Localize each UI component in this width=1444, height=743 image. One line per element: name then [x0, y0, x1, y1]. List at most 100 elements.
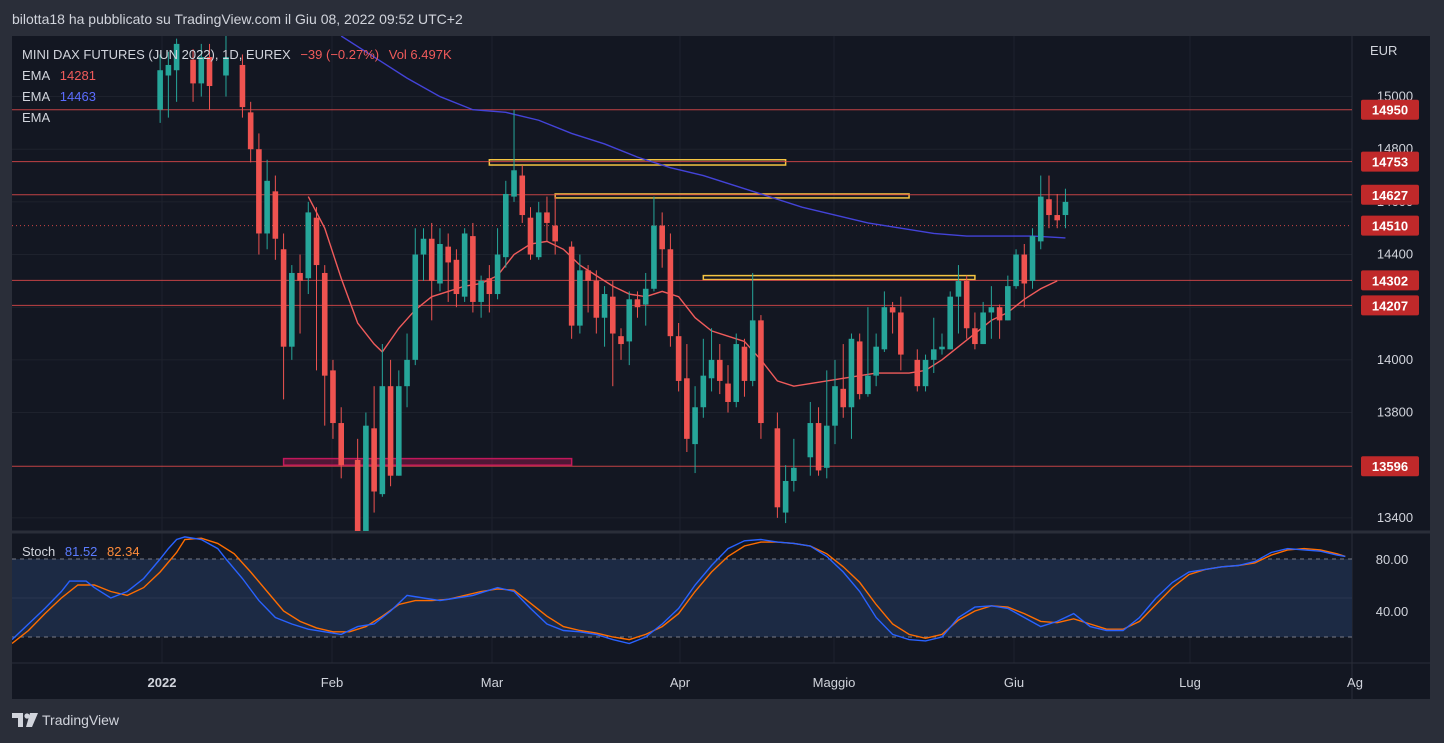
candle[interactable] [577, 254, 583, 334]
candle[interactable] [972, 312, 978, 350]
candle[interactable] [708, 328, 715, 392]
candle[interactable] [1062, 188, 1069, 229]
candle[interactable] [782, 465, 789, 524]
candle[interactable] [741, 338, 748, 397]
candle[interactable] [823, 370, 830, 479]
candle[interactable] [511, 109, 517, 202]
candle[interactable] [1013, 249, 1019, 289]
candle[interactable] [568, 241, 575, 339]
candle[interactable] [832, 359, 838, 445]
level-price-badge[interactable] [1361, 215, 1419, 236]
candles[interactable] [157, 36, 1069, 531]
candle[interactable] [873, 333, 879, 387]
candle[interactable] [626, 291, 633, 366]
ema-row-3[interactable]: EMA [22, 107, 452, 128]
level-price-badge[interactable] [1361, 151, 1419, 172]
candle[interactable] [898, 296, 904, 371]
time-axis[interactable]: 2022 Feb Mar Apr Maggio Giu Lug Ag [148, 675, 1363, 690]
price-axis[interactable]: 1500014800146001440014000138001340014950… [1361, 89, 1419, 619]
candle[interactable] [758, 315, 764, 439]
candle[interactable] [321, 265, 328, 426]
candle[interactable] [379, 344, 386, 497]
chart-svg[interactable]: 1500014800146001440014000138001340014950… [12, 36, 1430, 699]
candle[interactable] [239, 54, 246, 118]
candle[interactable] [651, 196, 657, 292]
candle[interactable] [939, 333, 945, 355]
level-price-badge[interactable] [1361, 99, 1419, 120]
candle[interactable] [749, 272, 756, 387]
level-price-badge[interactable] [1361, 184, 1419, 205]
candle[interactable] [354, 438, 361, 531]
candle[interactable] [313, 207, 320, 371]
candle[interactable] [1054, 193, 1061, 229]
candle[interactable] [1021, 244, 1028, 308]
candle[interactable] [552, 196, 558, 255]
candle[interactable] [461, 228, 468, 302]
candle[interactable] [947, 291, 954, 350]
candle[interactable] [881, 291, 888, 352]
level-price-badge[interactable] [1361, 295, 1419, 316]
candle[interactable] [503, 180, 509, 268]
candle[interactable] [725, 365, 731, 413]
candle[interactable] [807, 401, 814, 476]
candle[interactable] [420, 228, 427, 281]
footer[interactable]: TradingView [12, 712, 119, 728]
currency-label[interactable]: EUR [1370, 43, 1398, 58]
candle[interactable] [930, 317, 937, 374]
candle[interactable] [692, 386, 698, 474]
candle[interactable] [527, 207, 534, 260]
level-price-badge[interactable] [1361, 456, 1419, 477]
candle[interactable] [980, 301, 986, 345]
candle[interactable] [535, 201, 542, 260]
candle[interactable] [716, 344, 723, 395]
candle[interactable] [955, 265, 962, 334]
candle[interactable] [437, 228, 443, 292]
candle[interactable] [609, 280, 616, 387]
stoch-legend[interactable]: Stoch 81.52 82.34 [22, 544, 146, 559]
candle[interactable] [1005, 275, 1011, 321]
candle[interactable] [840, 344, 847, 418]
candle[interactable] [667, 233, 674, 347]
candle[interactable] [922, 354, 929, 392]
ema-row-2[interactable]: EMA 14463 [22, 86, 452, 107]
candle[interactable] [404, 333, 410, 408]
candle[interactable] [996, 304, 1003, 339]
candle[interactable] [247, 101, 254, 163]
candle[interactable] [684, 344, 690, 453]
candle[interactable] [733, 333, 740, 408]
candle[interactable] [453, 249, 460, 308]
candle[interactable] [363, 412, 369, 531]
candle[interactable] [519, 165, 526, 223]
candle[interactable] [791, 438, 797, 492]
candle[interactable] [856, 333, 863, 400]
candle[interactable] [675, 322, 682, 392]
candle[interactable] [173, 38, 180, 102]
candle[interactable] [256, 133, 262, 255]
candle[interactable] [914, 349, 921, 392]
candle[interactable] [206, 43, 213, 110]
candle[interactable] [165, 51, 172, 118]
candle[interactable] [634, 291, 641, 318]
candle[interactable] [428, 222, 435, 321]
candle[interactable] [618, 328, 624, 360]
candle[interactable] [280, 233, 287, 400]
candle[interactable] [387, 359, 394, 487]
candle[interactable] [494, 228, 501, 300]
candle[interactable] [774, 412, 781, 518]
candle[interactable] [544, 196, 550, 242]
candle[interactable] [1037, 175, 1044, 250]
ema-row-1[interactable]: EMA 14281 [22, 65, 452, 86]
candle[interactable] [486, 265, 493, 313]
candle[interactable] [371, 386, 377, 513]
candle[interactable] [988, 286, 995, 339]
candle[interactable] [1029, 228, 1036, 289]
candle[interactable] [889, 301, 896, 334]
candle[interactable] [272, 175, 279, 260]
candle[interactable] [593, 270, 600, 334]
candle[interactable] [1046, 175, 1052, 229]
candle[interactable] [330, 359, 336, 439]
candle[interactable] [601, 286, 608, 347]
candle[interactable] [305, 201, 312, 295]
candle[interactable] [223, 36, 229, 97]
chart-area[interactable]: 1500014800146001440014000138001340014950… [12, 36, 1430, 699]
